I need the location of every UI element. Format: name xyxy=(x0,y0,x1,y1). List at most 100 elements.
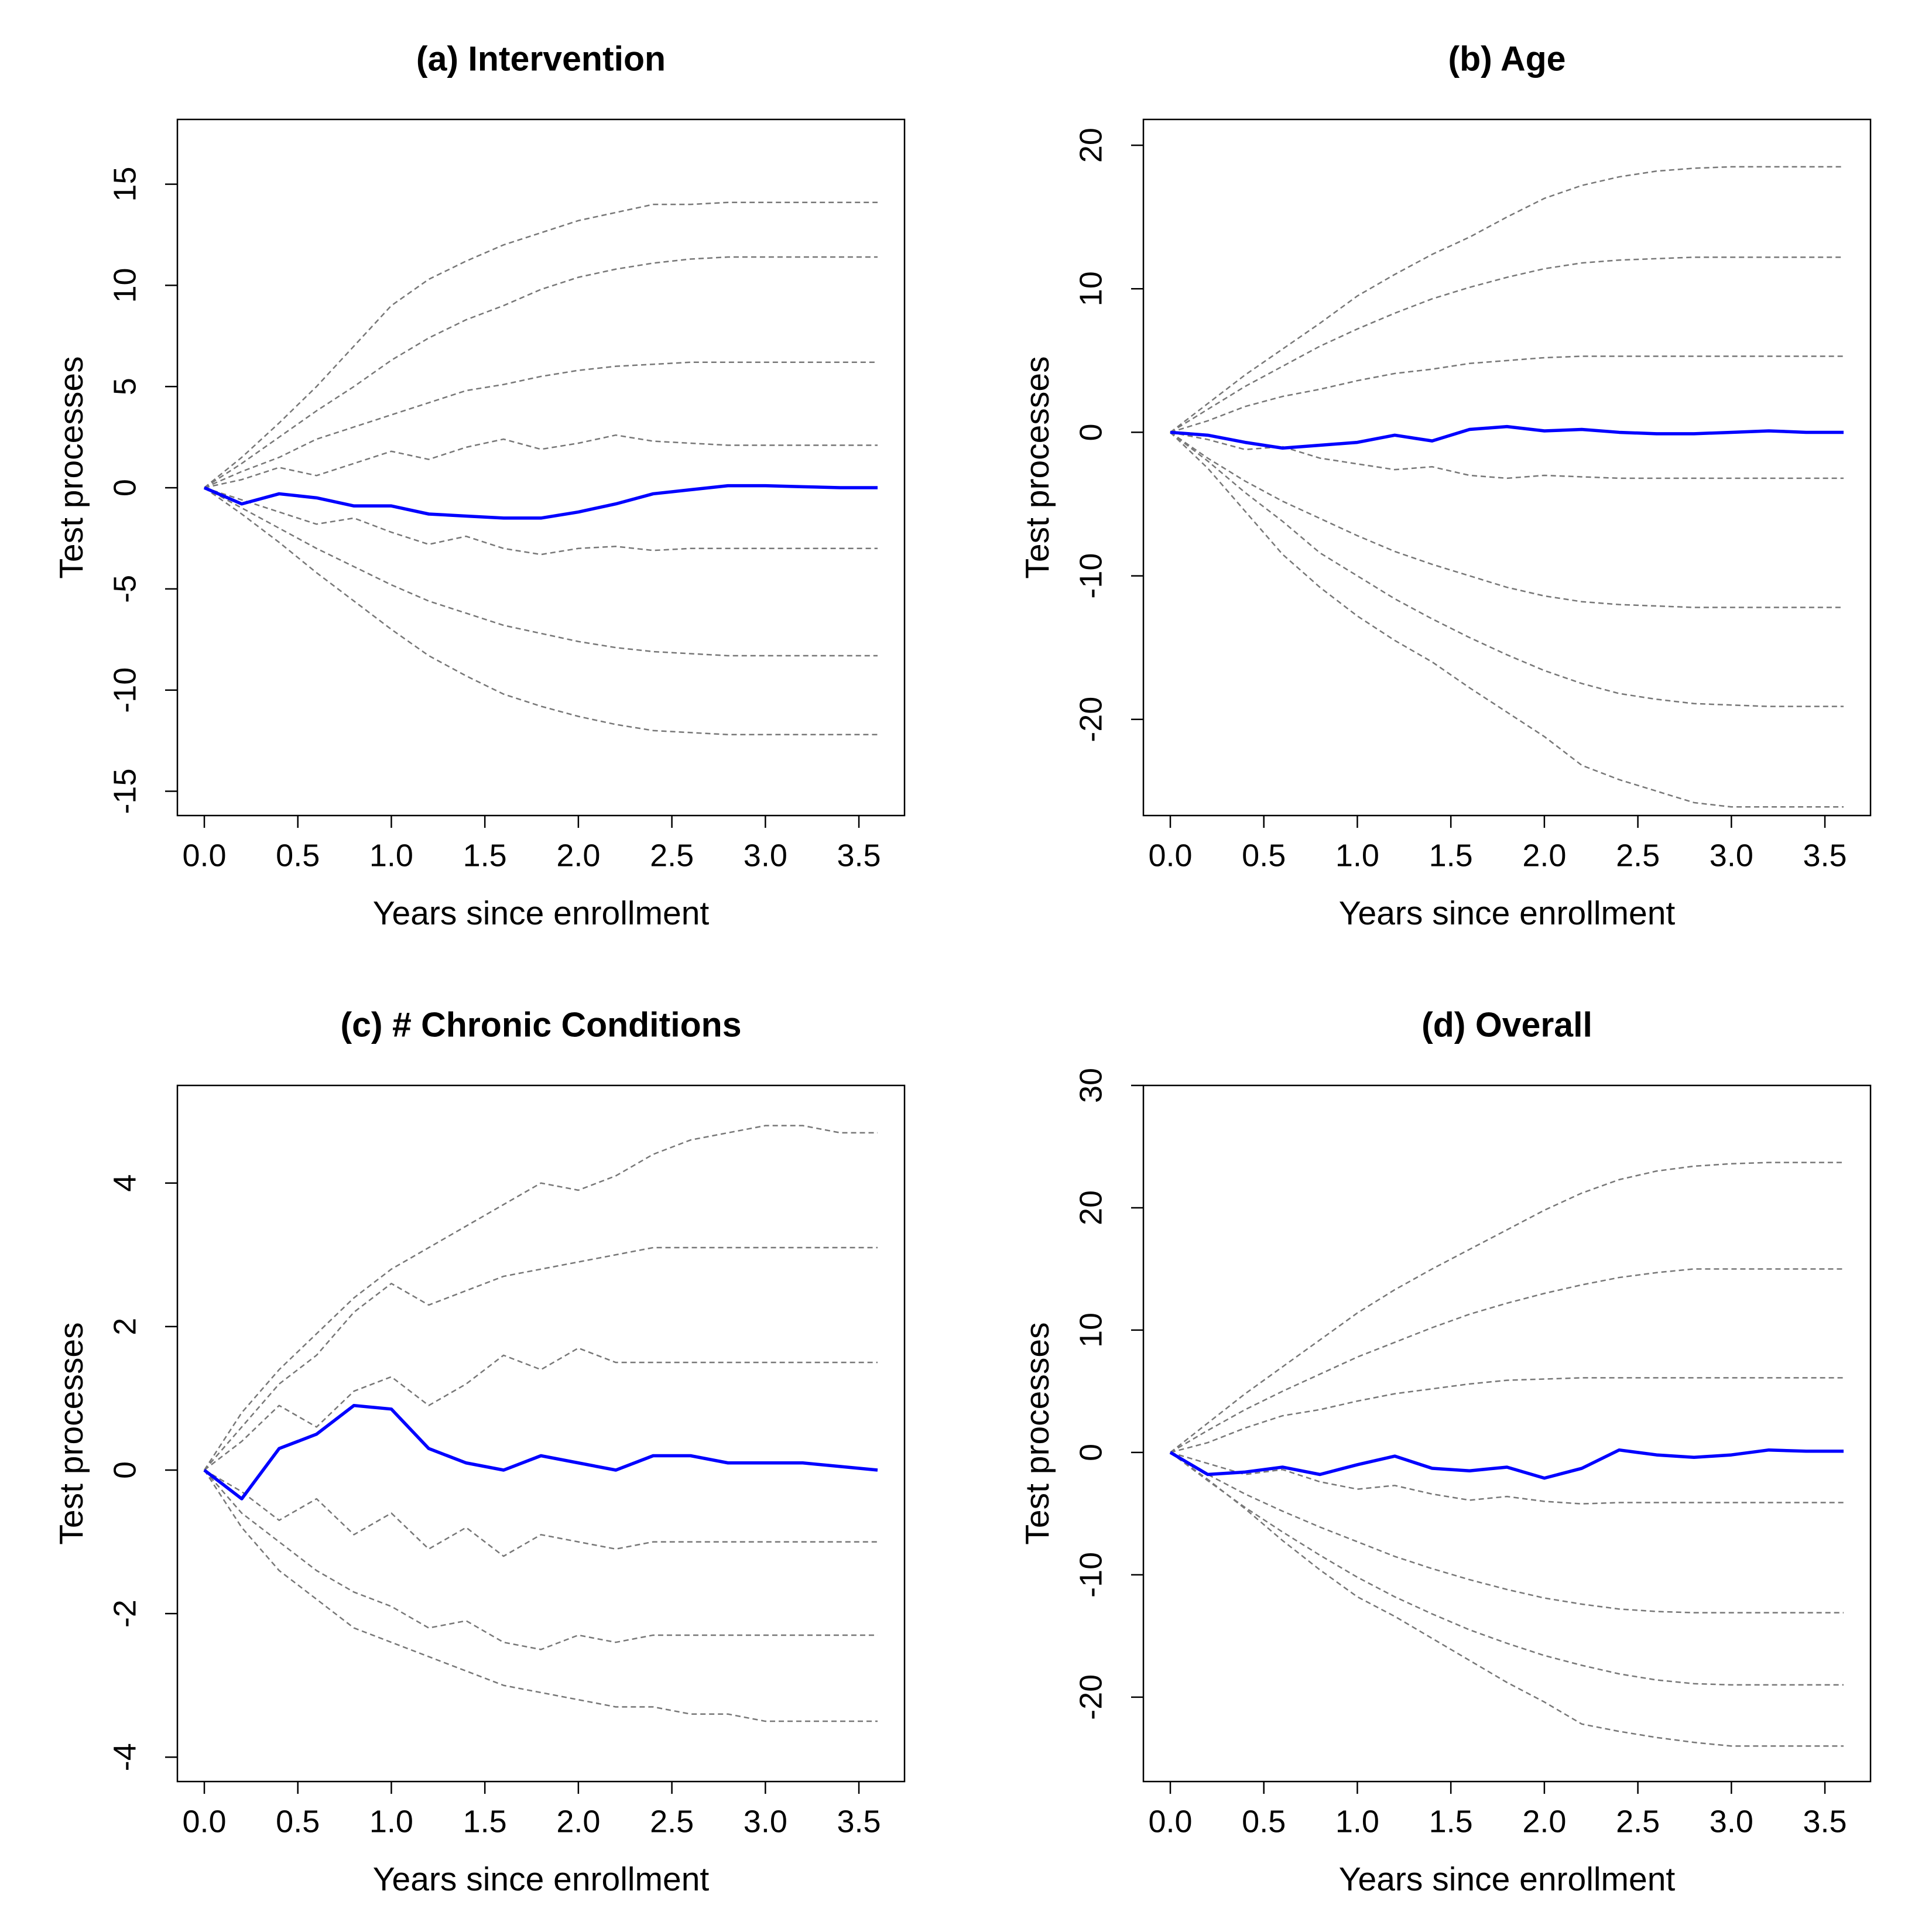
panel-title: (c) # Chronic Conditions xyxy=(340,1006,741,1044)
plot-frame xyxy=(176,118,906,817)
panel-title: (a) Intervention xyxy=(416,40,666,78)
y-tick-label: -2 xyxy=(107,1599,142,1628)
observed-line xyxy=(1169,1448,1844,1480)
simulated-line xyxy=(1170,1162,1844,1453)
y-tick-label: 10 xyxy=(1073,271,1108,306)
y-tick-label: 30 xyxy=(1073,1068,1108,1103)
x-tick-label: 3.5 xyxy=(1803,1804,1847,1839)
x-tick-label: 1.5 xyxy=(463,1804,507,1839)
x-axis-label: Years since enrollment xyxy=(1339,1861,1676,1898)
y-axis-label: Test processes xyxy=(1019,356,1056,578)
simulated-line xyxy=(1170,1268,1844,1453)
y-tick-label: -10 xyxy=(1073,553,1108,599)
simulated-line xyxy=(204,201,878,489)
x-axis-label: Years since enrollment xyxy=(373,895,710,932)
y-tick-label: 20 xyxy=(1073,128,1108,163)
x-tick-label: 3.0 xyxy=(1710,838,1753,873)
simulated-line xyxy=(1170,431,1844,707)
x-tick-label: 2.5 xyxy=(650,838,694,873)
x-tick-label: 0.0 xyxy=(1148,838,1192,873)
x-tick-label: 2.0 xyxy=(1522,1804,1566,1839)
x-tick-label: 2.0 xyxy=(556,1804,600,1839)
simulated-line xyxy=(204,487,878,735)
y-tick-label: 5 xyxy=(107,378,142,395)
plot-frame xyxy=(1142,1084,1872,1783)
panel: (b) Age Years since enrollment Test proces… xyxy=(1019,40,1872,932)
y-tick-label: 20 xyxy=(1073,1190,1108,1225)
simulated-line xyxy=(1170,1451,1844,1614)
x-tick-label: 3.5 xyxy=(837,838,881,873)
x-tick-label: 1.5 xyxy=(463,838,507,873)
y-tick-label: 2 xyxy=(107,1318,142,1335)
panel-title: (d) Overall xyxy=(1421,1006,1592,1044)
x-tick-label: 2.5 xyxy=(1616,838,1660,873)
panel: (d) Overall Years since enrollment Test pr… xyxy=(1019,1006,1872,1898)
simulated-line xyxy=(204,1469,878,1650)
y-tick-label: -5 xyxy=(107,575,142,603)
y-tick-label: 0 xyxy=(107,479,142,496)
y-tick-label: -15 xyxy=(107,768,142,814)
y-axis-label: Test processes xyxy=(53,1322,90,1544)
x-tick-label: 3.5 xyxy=(837,1804,881,1839)
simulated-line xyxy=(203,1469,878,1722)
simulated-line xyxy=(204,434,878,489)
simulated-line xyxy=(204,487,878,556)
simulated-line xyxy=(204,256,878,489)
x-tick-label: 1.0 xyxy=(369,1804,413,1839)
plot-frame xyxy=(176,1084,906,1783)
x-tick-label: 0.5 xyxy=(276,1804,320,1839)
simulated-line xyxy=(204,1347,878,1471)
simulated-line xyxy=(1170,431,1844,608)
x-tick-label: 2.0 xyxy=(1522,838,1566,873)
simulated-line xyxy=(1170,355,1844,433)
y-tick-label: -4 xyxy=(107,1743,142,1771)
panel: (c) # Chronic Conditions Years since enro… xyxy=(53,1006,906,1898)
y-tick-label: 0 xyxy=(1073,1444,1108,1461)
x-tick-label: 1.0 xyxy=(1335,1804,1379,1839)
x-tick-label: 0.0 xyxy=(1148,1804,1192,1839)
observed-line xyxy=(203,484,878,520)
x-tick-label: 2.5 xyxy=(1616,1804,1660,1839)
x-tick-label: 2.5 xyxy=(650,1804,694,1839)
x-tick-label: 3.5 xyxy=(1803,838,1847,873)
x-tick-label: 0.0 xyxy=(182,838,226,873)
x-axis-label: Years since enrollment xyxy=(373,1861,710,1898)
x-tick-label: 1.0 xyxy=(369,838,413,873)
y-tick-label: 4 xyxy=(107,1174,142,1192)
y-tick-label: 0 xyxy=(107,1461,142,1479)
simulated-line xyxy=(1170,431,1844,808)
x-tick-label: 1.5 xyxy=(1429,1804,1473,1839)
x-tick-label: 0.5 xyxy=(1242,1804,1286,1839)
y-tick-label: -10 xyxy=(1073,1552,1108,1598)
y-tick-label: -20 xyxy=(1073,1674,1108,1720)
y-tick-label: 10 xyxy=(1073,1313,1108,1348)
y-tick-label: 15 xyxy=(107,167,142,202)
y-tick-label: -20 xyxy=(1073,697,1108,742)
y-axis-label: Test processes xyxy=(1019,1322,1056,1544)
x-tick-label: 2.0 xyxy=(556,838,600,873)
x-tick-label: 3.0 xyxy=(744,838,787,873)
x-axis-label: Years since enrollment xyxy=(1339,895,1676,932)
y-tick-label: -10 xyxy=(107,667,142,713)
simulated-line xyxy=(1170,1451,1844,1505)
x-tick-label: 0.5 xyxy=(1242,838,1286,873)
simulated-line xyxy=(204,1469,878,1557)
observed-line xyxy=(203,1403,878,1501)
panel: (a) Intervention Years since enrollment Te… xyxy=(53,40,906,932)
x-tick-label: 3.0 xyxy=(1710,1804,1753,1839)
y-tick-label: 0 xyxy=(1073,423,1108,441)
simulated-line xyxy=(1170,1451,1844,1747)
observed-line xyxy=(1170,424,1844,450)
panel-title: (b) Age xyxy=(1448,40,1566,78)
simulated-line xyxy=(1170,256,1844,433)
x-tick-label: 1.5 xyxy=(1429,838,1473,873)
simulated-line xyxy=(1170,1377,1844,1454)
x-tick-label: 3.0 xyxy=(744,1804,787,1839)
x-tick-label: 0.5 xyxy=(276,838,320,873)
simulated-line xyxy=(204,487,878,657)
x-tick-label: 0.0 xyxy=(182,1804,226,1839)
x-tick-label: 1.0 xyxy=(1335,838,1379,873)
y-axis-label: Test processes xyxy=(53,356,90,578)
